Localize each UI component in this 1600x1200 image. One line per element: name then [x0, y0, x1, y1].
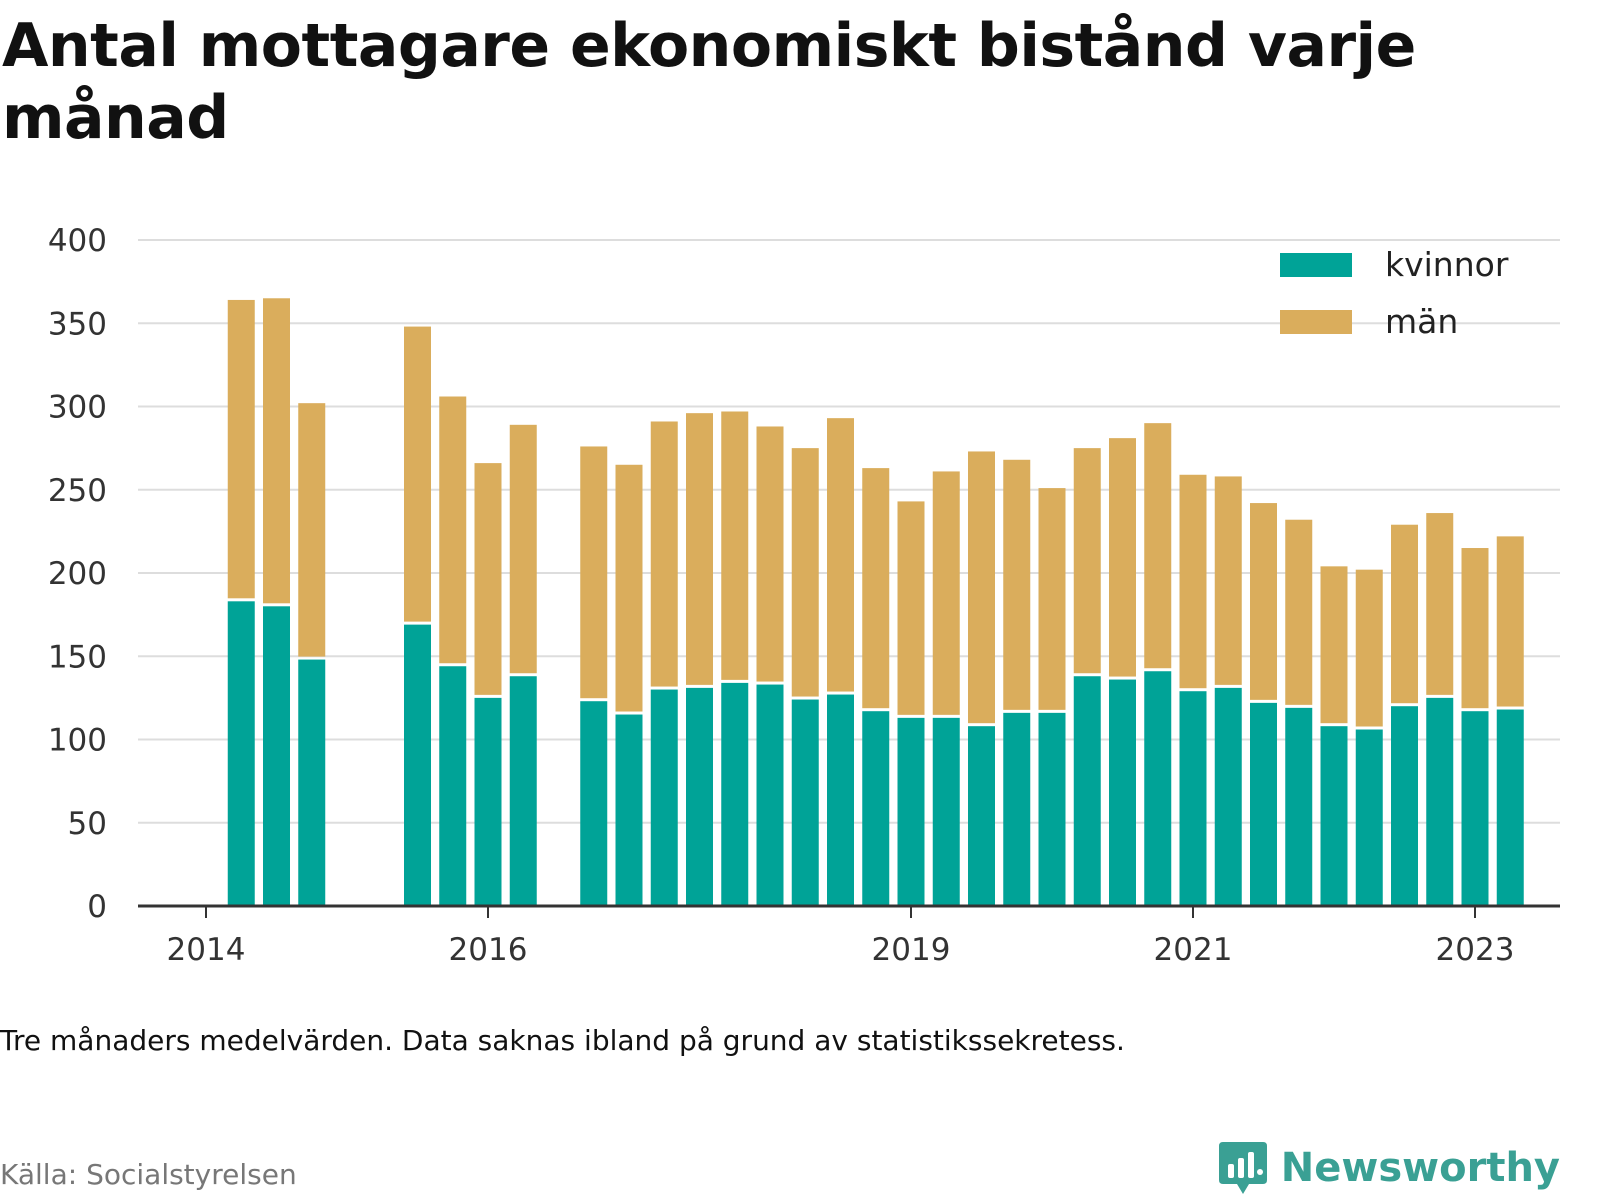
bar-kvinnor [1003, 712, 1031, 906]
bar-man [1426, 513, 1454, 695]
y-tick-label: 200 [48, 556, 107, 592]
y-tick-label: 50 [68, 806, 107, 842]
bar-man [1496, 536, 1524, 707]
bar-kvinnor [580, 701, 608, 906]
bar-kvinnor [650, 689, 678, 906]
bar-kvinnor [1144, 671, 1172, 906]
bar-kvinnor [1038, 712, 1066, 906]
legend-swatch-man [1280, 310, 1352, 334]
bar-kvinnor [474, 697, 502, 906]
bar-man [1391, 524, 1418, 704]
bar-kvinnor [1426, 697, 1454, 906]
bar-man [721, 411, 749, 680]
bar-man [791, 448, 819, 697]
bar-kvinnor [263, 606, 290, 906]
x-tick-label: 2014 [167, 932, 246, 968]
y-tick-label: 100 [48, 723, 107, 759]
bar-man [650, 421, 678, 687]
bar-man [1250, 503, 1277, 700]
stacked-bar-chart: 0 50 100 150 200 250 300 350 400 2014 2016 2019 202… [48, 223, 1560, 968]
newsworthy-logo-icon [1218, 1142, 1267, 1194]
bar-man [686, 413, 713, 685]
bar-kvinnor [827, 694, 854, 906]
bar-man [1073, 448, 1101, 674]
bar-man [298, 403, 326, 657]
y-tick-label: 0 [87, 889, 107, 925]
bar-kvinnor [1073, 676, 1101, 906]
bar-kvinnor [227, 601, 255, 906]
bar-kvinnor [1461, 711, 1489, 906]
legend-label-man: män [1385, 302, 1458, 341]
y-tick-label: 250 [48, 473, 107, 509]
bar-man [862, 468, 890, 709]
brand-logo: Newsworthy [1217, 1140, 1560, 1196]
bar-man [1003, 459, 1031, 710]
bar-man [580, 446, 608, 699]
bar-kvinnor [756, 684, 784, 906]
bar-man [1038, 488, 1066, 710]
bar-kvinnor [1214, 687, 1242, 906]
x-tick-label: 2023 [1436, 932, 1515, 968]
bar-man [756, 426, 784, 682]
bar-kvinnor [1320, 726, 1348, 906]
bar-kvinnor [1109, 679, 1136, 906]
bar-man [1461, 548, 1489, 709]
bar-kvinnor [509, 676, 537, 906]
legend-label-kvinnor: kvinnor [1385, 245, 1509, 284]
y-tick-label: 300 [48, 390, 107, 426]
bar-man [1144, 423, 1172, 669]
bar-man [474, 463, 502, 695]
bar-kvinnor [897, 717, 925, 906]
bar-kvinnor [439, 666, 467, 906]
bar-kvinnor [1355, 729, 1383, 906]
bar-man [439, 396, 467, 664]
bar-kvinnor [968, 726, 995, 906]
source-credit: Källa: Socialstyrelsen [0, 1158, 297, 1191]
bar-man [1355, 569, 1383, 727]
bar-kvinnor [404, 624, 431, 906]
bar-man [827, 418, 854, 692]
bar-man [404, 326, 431, 622]
y-tick-label: 350 [48, 306, 107, 342]
bar-kvinnor [791, 699, 819, 906]
bar-man [509, 424, 537, 674]
bar-man [263, 298, 290, 604]
bar-man [1109, 438, 1136, 677]
bar-man [897, 501, 925, 715]
x-tick-label: 2016 [449, 932, 528, 968]
bar-kvinnor [1285, 707, 1313, 906]
bar-kvinnor [932, 717, 960, 906]
bar-man [932, 471, 960, 715]
bar-kvinnor [686, 687, 713, 906]
bar-man [1214, 476, 1242, 685]
bar-kvinnor [298, 659, 326, 906]
bar-kvinnor [1250, 702, 1277, 906]
bar-man [1179, 474, 1207, 689]
bar-man [227, 299, 255, 599]
brand-name: Newsworthy [1280, 1145, 1560, 1191]
bar-kvinnor [1179, 691, 1207, 906]
x-axis: 2014 2016 2019 2021 2023 [138, 904, 1560, 968]
bar-kvinnor [862, 711, 890, 906]
y-axis-ticks: 0 50 100 150 200 250 300 350 400 [48, 223, 107, 925]
bar-man [1320, 566, 1348, 724]
bars [227, 298, 1524, 906]
chart-note: Tre månaders medelvärden. Data saknas ib… [0, 1024, 1125, 1057]
bar-man [1285, 519, 1313, 705]
bar-kvinnor [615, 714, 643, 906]
chart-title: Antal mottagare ekonomiskt bistånd varje… [2, 11, 1416, 153]
legend: kvinnor män [1280, 245, 1509, 341]
x-tick-label: 2021 [1154, 932, 1233, 968]
y-tick-label: 150 [48, 639, 107, 675]
bar-kvinnor [1496, 709, 1524, 906]
bar-kvinnor [721, 682, 749, 906]
bar-man [968, 451, 995, 724]
bar-man [615, 464, 643, 712]
bar-kvinnor [1391, 706, 1418, 906]
y-tick-label: 400 [48, 223, 107, 259]
x-tick-label: 2019 [872, 932, 951, 968]
legend-swatch-kvinnor [1280, 253, 1352, 277]
